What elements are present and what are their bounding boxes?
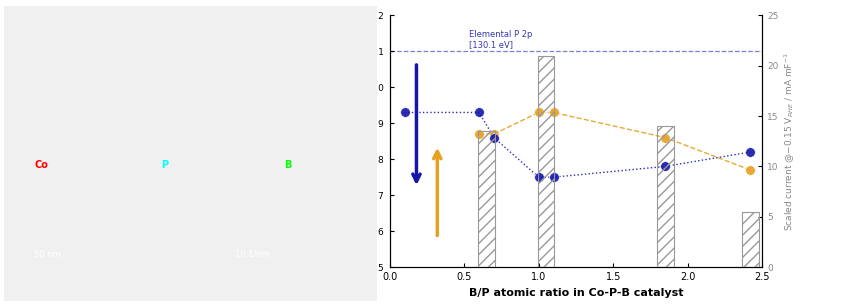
- Bar: [742, 212, 759, 267]
- Text: P: P: [161, 160, 168, 170]
- Bar: [479, 131, 495, 267]
- X-axis label: B/P atomic ratio in Co-P-B catalyst: B/P atomic ratio in Co-P-B catalyst: [468, 288, 684, 297]
- Text: Co: Co: [34, 160, 48, 170]
- Bar: [538, 56, 554, 267]
- Text: Elemental P 2p
[130.1 eV]: Elemental P 2p [130.1 eV]: [468, 30, 532, 49]
- Y-axis label: Scaled current @−0.15 V$_{RHE}$ / mA mF$^{-1}$: Scaled current @−0.15 V$_{RHE}$ / mA mF$…: [783, 52, 797, 231]
- Text: 50 nm: 50 nm: [34, 250, 61, 259]
- Y-axis label: P 2p$_{3/2}$ and B 1s binding energy / eV: P 2p$_{3/2}$ and B 1s binding energy / e…: [342, 59, 355, 224]
- Text: 10 1/nm: 10 1/nm: [235, 250, 270, 259]
- Text: B: B: [284, 160, 291, 170]
- Bar: [657, 126, 673, 267]
